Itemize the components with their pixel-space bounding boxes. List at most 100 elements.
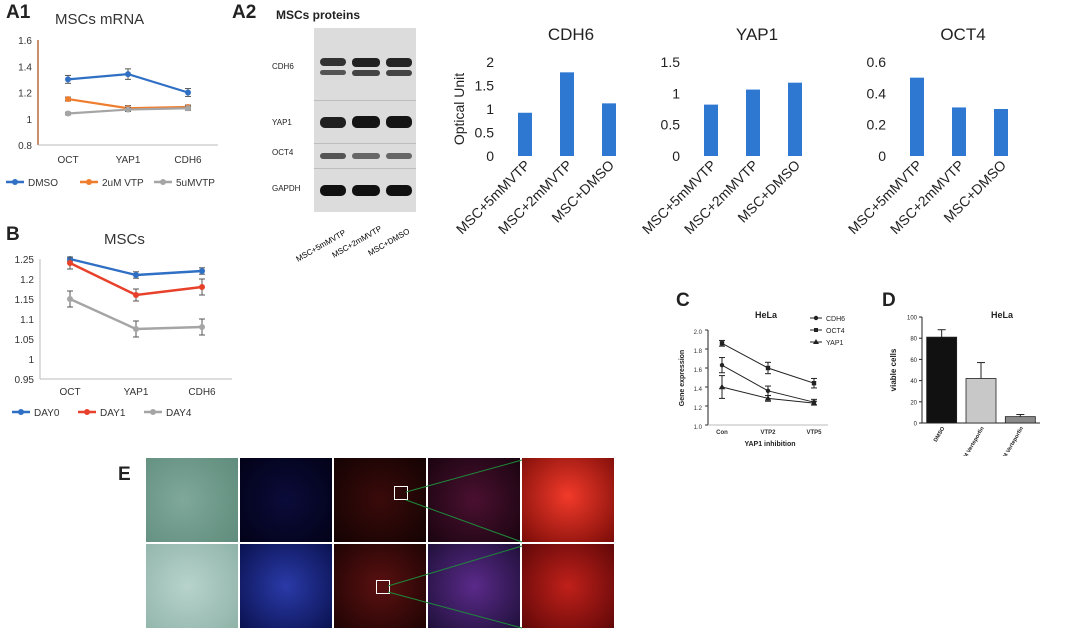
chart-a2-cdh6: CDH6 0 0.5 1 1.5 2 Optical Unit MSC+5mMVTPMSC+2…	[451, 25, 617, 237]
x-tick-label: VTP5	[806, 430, 822, 436]
y-axis-label: viable cells	[889, 348, 898, 391]
data-point	[719, 341, 725, 346]
x-tick-label: MSC+2mMVTP	[887, 157, 967, 237]
chart-b-title: MSCs	[104, 231, 145, 248]
chart-c: HeLa 1.0 1.2 1.4 1.6 1.8 2.0 Con VTP2 VTP5 YAP1 in…	[679, 310, 845, 448]
data-point	[133, 326, 139, 332]
data-point	[65, 76, 71, 83]
micro-e4-bottom	[428, 544, 520, 628]
y-tick-label: 1.2	[20, 275, 34, 286]
y-tick-label: 0.8	[18, 141, 32, 152]
x-tick-label: 5uM Verteporfin	[999, 425, 1025, 456]
legend-label: OCT4	[826, 328, 845, 335]
bar	[910, 77, 924, 156]
y-tick-label: 1.05	[15, 335, 35, 346]
bar	[926, 336, 958, 424]
chart-a2-oct4: OCT400.20.40.6MSC+5mMVTPMSC+2mMVTPMSC+DM…	[845, 25, 1009, 237]
y-tick-label: 1.2	[18, 89, 32, 100]
legend-label: CDH6	[826, 316, 845, 323]
data-point	[133, 292, 139, 298]
data-point	[811, 381, 817, 386]
legend-label: DAY4	[166, 408, 192, 419]
blot-label-cdh6: CDH6	[272, 62, 294, 71]
legend-marker	[813, 339, 819, 344]
legend-marker	[813, 315, 819, 321]
micro-e4-top	[428, 458, 520, 542]
chart-b: MSCs 0.95 1 1.05 1.1 1.15 1.2 1.25 OCT YAP1 CDH6 D…	[12, 231, 232, 419]
legend-label: 2uM VTP	[102, 178, 144, 189]
y-tick-label: 1	[672, 85, 680, 101]
y-tick-label: 1	[26, 115, 32, 126]
data-point	[133, 272, 139, 278]
y-tick-label: 0.5	[475, 125, 495, 141]
data-point	[764, 395, 772, 401]
chart-title: OCT4	[940, 25, 985, 44]
micro-e3-bottom	[334, 544, 426, 628]
legend-marker	[86, 179, 92, 185]
micro-e5-bottom	[522, 544, 614, 628]
y-tick-label: 1.0	[694, 425, 703, 431]
x-tick-label: YAP1	[116, 155, 141, 166]
micro-e5-top	[522, 458, 614, 542]
y-tick-label: 1.4	[18, 62, 32, 73]
chart-title: CDH6	[548, 25, 594, 44]
bar	[704, 104, 718, 156]
x-tick-label: 2uM Verteporfin	[960, 425, 986, 456]
y-tick-label: 2	[486, 54, 494, 70]
legend-label: DMSO	[28, 178, 58, 189]
y-tick-label: 1.5	[475, 78, 495, 94]
y-tick-label: 1.8	[694, 349, 703, 355]
y-tick-label: 0	[914, 422, 918, 428]
y-tick-label: 1.15	[15, 295, 35, 306]
data-point	[125, 106, 131, 113]
x-tick-label: VTP2	[760, 430, 776, 436]
x-tick-label: Con	[716, 430, 728, 436]
y-tick-label: 0	[878, 148, 886, 164]
y-tick-label: 40	[910, 379, 917, 385]
data-point	[185, 105, 191, 112]
y-tick-label: 0.2	[867, 117, 887, 133]
y-tick-label: 1.6	[18, 36, 32, 47]
y-tick-label: 1.25	[15, 255, 35, 266]
micro-e2-top	[240, 458, 332, 542]
bar	[602, 103, 616, 156]
x-tick-label: MSC+2mMVTP	[681, 157, 761, 237]
blot-lane-labels: MSC+5mMVTP MSC+2mMVTP MSC+DMSO	[295, 224, 412, 264]
y-tick-label: 0.95	[15, 375, 35, 386]
y-tick-label: 0.4	[867, 85, 887, 101]
legend-marker	[84, 409, 90, 415]
panel-label-d: D	[882, 290, 896, 311]
bar	[788, 82, 802, 156]
chart-a1: MSCs mRNA 0.8 1 1.2 1.4 1.6 OCT YAP1 CDH6 DMSO 2u…	[6, 11, 218, 189]
data-point	[185, 89, 191, 96]
panel-label-b: B	[6, 224, 20, 245]
bar	[560, 72, 574, 156]
microscopy-grid: E1 E2 E3 E4 E5	[146, 456, 616, 630]
blot-label-oct4: OCT4	[272, 148, 294, 157]
blot-title: MSCs proteins	[276, 8, 361, 22]
chart-d: HeLa 0 20 40 60 80 100 viable cells DMSO 2uM Vert…	[889, 310, 1040, 456]
legend-label: 5uMVTP	[176, 178, 215, 189]
data-point	[765, 388, 771, 393]
blot-row-yap1	[314, 101, 416, 144]
panel-label-a1: A1	[6, 2, 31, 23]
western-blot-image	[314, 28, 416, 212]
chart-title: HeLa	[755, 310, 778, 320]
y-tick-label: 100	[907, 316, 918, 322]
y-tick-label: 0.6	[867, 54, 887, 70]
x-tick-label: OCT	[59, 387, 80, 398]
data-point	[718, 383, 726, 390]
bar	[952, 107, 966, 156]
data-point	[810, 399, 818, 406]
y-tick-label: 1.6	[694, 368, 703, 374]
x-axis-label: YAP1 inhibition	[744, 441, 795, 448]
y-tick-label: 1.2	[694, 406, 703, 412]
y-axis-label: Gene expression	[679, 350, 686, 406]
legend-marker	[18, 409, 24, 415]
chart-a1-title: MSCs mRNA	[55, 11, 144, 28]
y-tick-label: 1.1	[20, 315, 34, 326]
y-tick-label: 60	[910, 358, 917, 364]
y-tick-label: 2.0	[694, 330, 703, 336]
panel-label-c: C	[676, 290, 690, 311]
x-tick-label: YAP1	[124, 387, 149, 398]
